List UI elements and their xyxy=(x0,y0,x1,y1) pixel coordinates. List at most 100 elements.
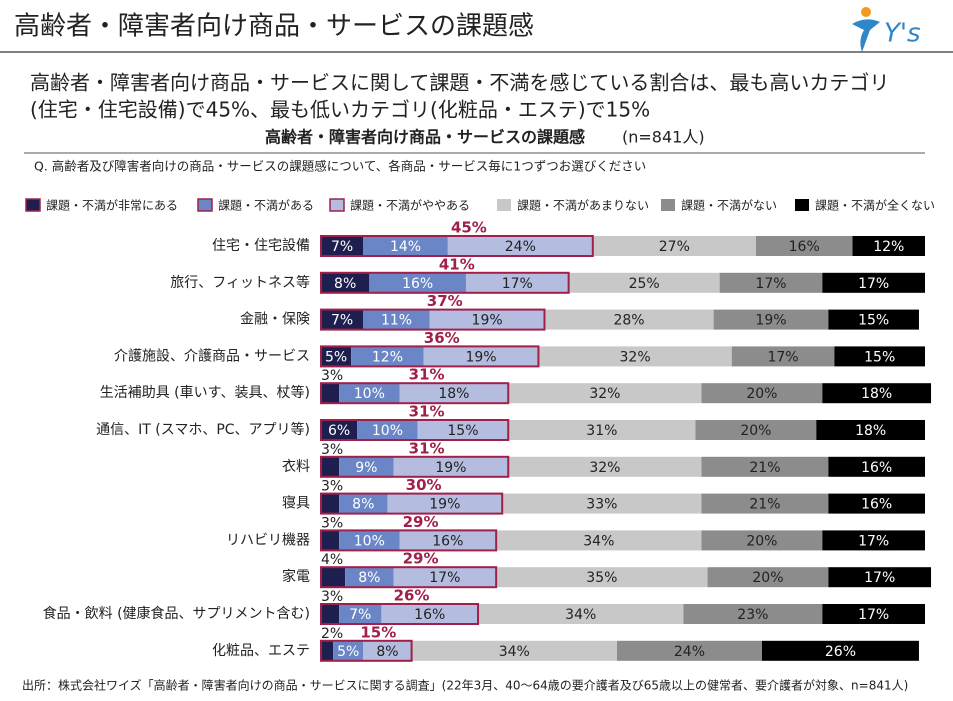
bar-segment xyxy=(568,272,720,293)
bar-segment xyxy=(701,383,823,404)
legend-swatch xyxy=(795,199,809,211)
top3-total: 30% xyxy=(406,476,442,494)
legend-label: 課題・不満が非常にある xyxy=(46,198,178,213)
value-label: 19% xyxy=(435,460,466,476)
value-label: 16% xyxy=(432,533,463,549)
top3-total: 31% xyxy=(409,366,445,384)
value-label: 11% xyxy=(381,313,412,329)
value-label: 32% xyxy=(589,460,620,476)
value-label: 4% xyxy=(321,552,343,568)
bar-segment xyxy=(321,456,340,477)
value-label: 15% xyxy=(858,313,889,329)
value-label: 18% xyxy=(855,423,886,439)
value-label: 14% xyxy=(390,239,421,255)
subtitle: (住宅・住宅設備)で45%、最も低いカテゴリ(化粧品・エステ)で15% xyxy=(30,98,650,122)
header-title: 高齢者・障害者向け商品・サービスの課題感 xyxy=(14,12,534,42)
bar-segment xyxy=(321,530,340,551)
bar-segment xyxy=(321,420,358,440)
top3-total: 41% xyxy=(439,255,475,273)
top3-total: 29% xyxy=(403,550,439,568)
value-label: 17% xyxy=(755,276,786,292)
bar-segment xyxy=(321,309,364,330)
bar-segment xyxy=(411,640,617,661)
bar-segment xyxy=(321,493,340,514)
bar-segment xyxy=(828,493,925,514)
top3-outline xyxy=(320,271,570,294)
bar-segment xyxy=(828,567,932,588)
top3-outline xyxy=(320,639,413,662)
top3-outline xyxy=(320,382,510,405)
bar-segment xyxy=(339,456,394,477)
bar-segment xyxy=(363,309,430,330)
value-label: 28% xyxy=(613,313,644,329)
bar-segment xyxy=(683,604,823,624)
top3-outline xyxy=(320,603,480,625)
category-label: 生活補助具 (車いす、装具、杖等) xyxy=(100,384,310,401)
top3-outline xyxy=(320,308,546,331)
bar-segment xyxy=(363,640,412,661)
top3-outline xyxy=(320,235,594,257)
bar-segment xyxy=(369,272,466,293)
value-label: 3% xyxy=(321,515,343,531)
value-label: 24% xyxy=(674,644,705,660)
bar-segment xyxy=(828,309,919,330)
bar-segment xyxy=(321,346,352,367)
value-label: 9% xyxy=(355,460,377,476)
top3-total: 15% xyxy=(360,623,396,641)
logo: Y's xyxy=(852,7,921,52)
value-label: 5% xyxy=(337,644,359,660)
value-label: 19% xyxy=(472,313,503,329)
top3-total: 45% xyxy=(451,219,487,237)
value-label: 20% xyxy=(746,386,777,402)
category-label: 通信、IT (スマホ、PC、アプリ等) xyxy=(96,421,310,438)
question: Q. 高齢者及び障害者向けの商品・サービスの課題感について、各商品・サービス毎に… xyxy=(34,159,646,174)
bar-segment xyxy=(465,272,569,293)
top3-outline xyxy=(320,529,498,552)
value-label: 32% xyxy=(589,386,620,402)
value-label: 10% xyxy=(354,386,385,402)
bar-segment xyxy=(508,456,702,477)
value-label: 8% xyxy=(334,276,356,292)
bar-segment xyxy=(695,420,817,440)
value-label: 16% xyxy=(861,497,892,513)
value-label: 17% xyxy=(858,607,889,623)
value-label: 3% xyxy=(321,442,343,458)
bar-segment xyxy=(447,236,593,256)
value-label: 32% xyxy=(620,349,651,365)
logo-head xyxy=(861,7,871,17)
bar-segment xyxy=(423,346,539,367)
value-label: 6% xyxy=(328,423,350,439)
legend-label: 課題・不満がある xyxy=(218,198,314,213)
category-label: 化粧品、エステ xyxy=(212,643,310,659)
value-label: 17% xyxy=(502,276,533,292)
bar-segment xyxy=(478,604,684,624)
value-label: 16% xyxy=(414,607,445,623)
bar-segment xyxy=(339,530,400,551)
value-label: 34% xyxy=(565,607,596,623)
legend-swatch xyxy=(197,198,213,212)
bar-segment xyxy=(616,640,762,661)
bar-segment xyxy=(496,567,708,588)
value-label: 8% xyxy=(358,570,380,586)
bar-segment xyxy=(816,420,925,440)
category-label: リハビリ機器 xyxy=(226,532,310,548)
bar-segment xyxy=(399,530,497,551)
value-label: 8% xyxy=(376,644,398,660)
category-label: 家電 xyxy=(282,568,310,585)
top3-total: 31% xyxy=(409,439,445,457)
value-label: 25% xyxy=(629,276,660,292)
chart-title: 高齢者・障害者向け商品・サービスの課題感 xyxy=(265,128,585,147)
legend-label: 課題・不満がややある xyxy=(350,198,470,213)
top3-outline xyxy=(320,455,510,478)
bar-segment xyxy=(321,567,346,588)
value-label: 15% xyxy=(864,349,895,365)
bar-segment xyxy=(701,530,823,551)
bar-segment xyxy=(381,604,479,624)
value-label: 34% xyxy=(499,644,530,660)
value-label: 35% xyxy=(586,570,617,586)
value-label: 10% xyxy=(354,533,385,549)
bar-segment xyxy=(508,420,696,440)
bar-segment xyxy=(852,236,925,256)
value-label: 17% xyxy=(858,533,889,549)
bar-segment xyxy=(822,272,925,293)
